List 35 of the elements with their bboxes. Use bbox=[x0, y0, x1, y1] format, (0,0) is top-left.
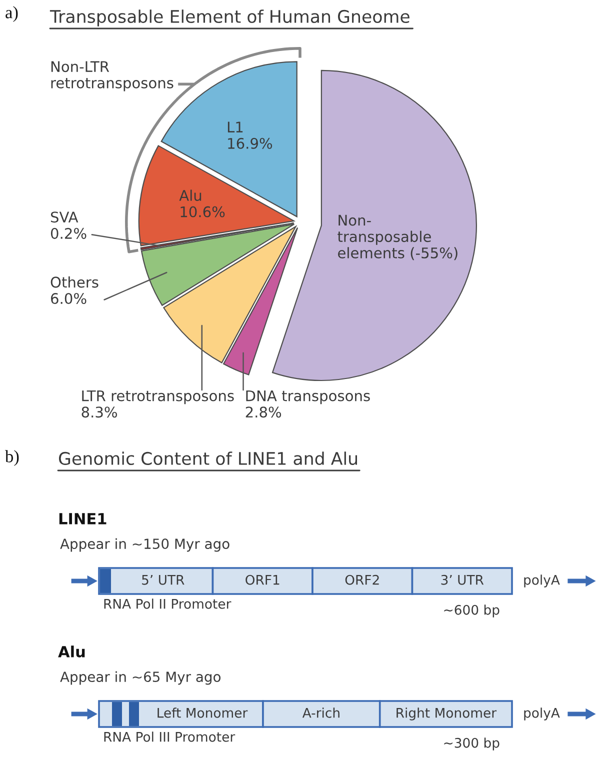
slice-label: L1 bbox=[228, 122, 243, 132]
category-label: 3’ UTR bbox=[441, 574, 484, 585]
data-label: 10.6% bbox=[180, 206, 225, 218]
text: Appear in ~65 Myr ago bbox=[60, 671, 221, 685]
category-label: ORF2 bbox=[345, 574, 379, 585]
text: Genomic Content of LINE1 and Alu bbox=[58, 452, 357, 466]
data-label: 8.3% bbox=[82, 406, 118, 418]
text: Non-LTR retrotransposons bbox=[51, 61, 174, 92]
text: Alu bbox=[58, 646, 85, 658]
category-label: 5’ UTR bbox=[142, 575, 184, 585]
text: ~300 bp bbox=[444, 738, 500, 750]
slice-label: LTR retrotransposons bbox=[82, 390, 234, 404]
slice-label: Alu bbox=[179, 190, 202, 201]
category-label: Left Monomer bbox=[158, 708, 248, 718]
text: RNA Pol III Promoter bbox=[104, 732, 236, 742]
slice-label: Others bbox=[50, 276, 98, 288]
text: a) bbox=[6, 6, 18, 22]
category-label: Right Monomer bbox=[396, 708, 497, 720]
category-label: A-rich bbox=[302, 708, 340, 718]
text: LINE1 bbox=[59, 513, 106, 524]
data-label: 2.8% bbox=[246, 406, 282, 418]
chart-title: Transposable Element of Human Gneome bbox=[50, 10, 410, 26]
text: polyA bbox=[524, 574, 560, 588]
text: RNA Pol II Promoter bbox=[104, 598, 232, 609]
category-label: ORF1 bbox=[246, 574, 280, 585]
text: polyA bbox=[524, 708, 560, 720]
slice-label: DNA transposons bbox=[246, 390, 370, 404]
slice-label: Non- transposable elements (-55%) bbox=[338, 214, 458, 260]
text: Appear in ~150 Myr ago bbox=[60, 538, 230, 552]
data-label: 16.9% bbox=[228, 138, 272, 149]
data-label: 0.2% bbox=[50, 228, 86, 239]
slice-label: SVA bbox=[50, 212, 78, 223]
text: b) bbox=[5, 450, 19, 466]
text: ~600 bp bbox=[444, 604, 500, 618]
data-label: 6.0% bbox=[51, 293, 86, 304]
